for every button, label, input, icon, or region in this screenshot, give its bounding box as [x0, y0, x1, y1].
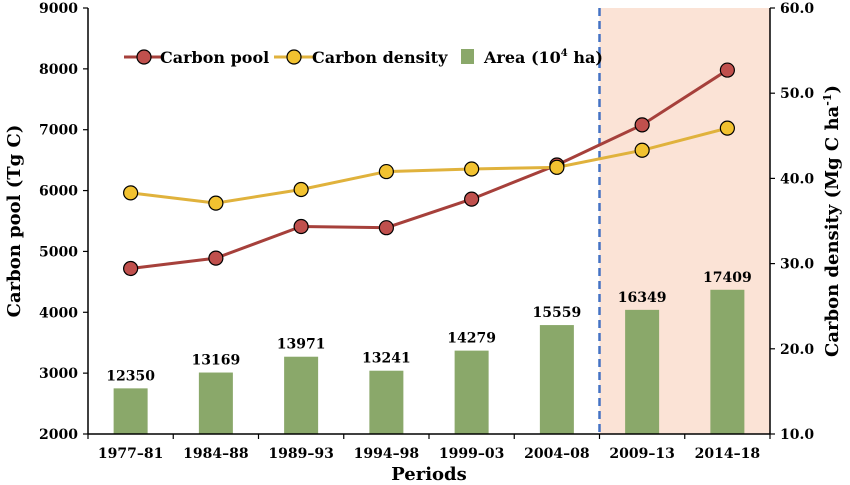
legend-item-carbon-density: Carbon density [274, 48, 448, 67]
x-tick-label: 1977–81 [98, 446, 163, 462]
legend-swatch-carbon-pool-marker [136, 49, 152, 65]
left-axis-ticks: 2000 3000 4000 5000 6000 7000 8000 9000 [39, 1, 88, 443]
carbon-density-points [123, 120, 735, 211]
left-tick-label: 7000 [39, 123, 78, 139]
carbon-density-point [634, 142, 650, 158]
area-bar [369, 370, 404, 434]
carbon-pool-point [719, 62, 735, 78]
x-tick-label: 2014–18 [695, 446, 760, 462]
legend-label-area-sup: 4 [561, 48, 568, 59]
x-tick-label: 2004–08 [524, 446, 589, 462]
area-bar [284, 356, 319, 434]
carbon-pool-line [130, 68, 729, 270]
left-axis-title: Carbon pool (Tg C) [4, 125, 25, 318]
left-tick-label: 2000 [39, 427, 78, 443]
carbon-pool-point [634, 117, 650, 133]
legend-item-area: Area (104 ha) [461, 48, 603, 67]
x-axis-title: Periods [391, 464, 467, 485]
right-tick-label: 20.0 [780, 342, 814, 358]
right-tick-label: 30.0 [780, 257, 814, 273]
right-axis-title: Carbon density (Mg C ha-1) [821, 85, 843, 357]
area-bar-label: 17409 [703, 270, 752, 286]
carbon-pool-point [208, 250, 224, 266]
carbon-density-point [208, 195, 224, 211]
area-bar [710, 289, 745, 434]
carbon-density-point [719, 120, 735, 136]
area-bar-label: 13971 [277, 337, 326, 353]
x-tick-label: 2009–13 [609, 446, 674, 462]
area-bar [198, 372, 233, 434]
carbon-density-point [549, 159, 565, 175]
right-tick-label: 60.0 [780, 1, 814, 17]
left-tick-label: 9000 [39, 1, 78, 17]
x-tick-label: 1994–98 [354, 446, 419, 462]
area-bar-label: 15559 [533, 305, 582, 321]
area-bar-label: 13241 [362, 351, 411, 367]
x-tick-label: 1999–03 [439, 446, 504, 462]
right-axis-title-close: ) [822, 85, 843, 94]
legend-label-carbon-pool: Carbon pool [160, 48, 269, 67]
area-bar [625, 309, 660, 434]
legend-label-carbon-density: Carbon density [312, 48, 448, 67]
right-tick-label: 40.0 [780, 171, 814, 187]
carbon-density-point [293, 181, 309, 198]
area-bar [113, 388, 148, 434]
left-tick-label: 6000 [39, 184, 78, 200]
carbon-pool-point [293, 218, 309, 235]
carbon-pool-point [464, 191, 480, 207]
area-bar-label: 12350 [106, 368, 155, 384]
legend-item-carbon-pool: Carbon pool [124, 48, 269, 67]
legend-label-area-main: Area (10 [483, 48, 561, 67]
right-axis-ticks: 10.0 20.0 30.0 40.0 50.0 60.0 [770, 1, 814, 443]
carbon-pool-point [123, 260, 139, 277]
right-tick-label: 10.0 [780, 427, 814, 443]
left-tick-label: 5000 [39, 244, 78, 260]
carbon-density-point [123, 185, 139, 201]
area-bar-label: 14279 [447, 331, 496, 347]
legend: Carbon pool Carbon density Area (104 ha) [124, 48, 603, 67]
area-bar-label: 16349 [618, 290, 667, 306]
right-axis-title-main: Carbon density (Mg C ha [822, 105, 843, 357]
right-tick-label: 50.0 [780, 86, 814, 102]
legend-swatch-carbon-density-marker [286, 49, 302, 65]
legend-swatch-area [461, 49, 474, 64]
area-bar [539, 325, 574, 434]
legend-label-area: Area (104 ha) [483, 48, 603, 67]
area-bar-label: 13169 [192, 353, 241, 369]
highlight-region [599, 8, 770, 434]
area-bar-labels: 12350 13169 13971 13241 14279 15559 16349 17409 [106, 270, 751, 385]
area-bar [454, 350, 489, 434]
legend-label-area-tail: ha) [568, 48, 603, 67]
left-tick-label: 8000 [39, 62, 78, 78]
carbon-density-line [130, 126, 728, 205]
right-axis-title-sup: -1 [821, 94, 834, 106]
x-axis-ticks: 1977–81 1984–88 1989–93 1994–98 1999–03 2004–… [87, 434, 771, 462]
left-tick-label: 4000 [39, 305, 78, 321]
carbon-density-point [464, 161, 480, 177]
left-tick-label: 3000 [39, 366, 78, 382]
carbon-pool-point [378, 220, 394, 236]
x-tick-label: 1989–93 [268, 446, 333, 462]
carbon-density-point [378, 163, 394, 180]
x-tick-label: 1984–88 [183, 446, 248, 462]
area-bars [113, 289, 745, 434]
